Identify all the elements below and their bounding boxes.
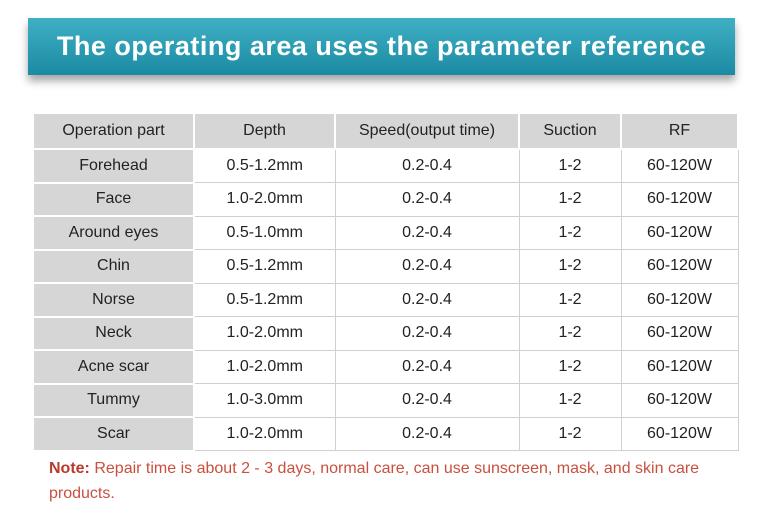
table-cell: 0.2-0.4	[334, 383, 520, 418]
table-row: Chin 0.5-1.2mm 0.2-0.4 1-2 60-120W	[32, 248, 739, 284]
table-row: Forehead 0.5-1.2mm 0.2-0.4 1-2 60-120W	[32, 148, 739, 184]
table-row: Neck 1.0-2.0mm 0.2-0.4 1-2 60-120W	[32, 315, 739, 351]
table-body: Forehead 0.5-1.2mm 0.2-0.4 1-2 60-120W Face 1.…	[32, 148, 739, 452]
header-row: Operation part Depth Speed(output time) Suc…	[32, 112, 739, 150]
table-cell: 1-2	[518, 215, 622, 250]
row-label: Around eyes	[32, 215, 195, 251]
table-row: Norse 0.5-1.2mm 0.2-0.4 1-2 60-120W	[32, 282, 739, 318]
table-cell: 60-120W	[620, 182, 739, 217]
table-cell: 1.0-2.0mm	[193, 316, 336, 351]
table-cell: 1.0-2.0mm	[193, 349, 336, 384]
row-label: Scar	[32, 416, 195, 452]
table-cell: 0.2-0.4	[334, 182, 520, 217]
table-cell: 0.2-0.4	[334, 215, 520, 250]
table-cell: 1-2	[518, 349, 622, 384]
table-cell: 0.5-1.2mm	[193, 249, 336, 284]
table-row: Acne scar 1.0-2.0mm 0.2-0.4 1-2 60-120W	[32, 349, 739, 385]
table-row: Scar 1.0-2.0mm 0.2-0.4 1-2 60-120W	[32, 416, 739, 452]
note-text: Repair time is about 2 - 3 days, normal …	[49, 460, 700, 502]
table-row: Face 1.0-2.0mm 0.2-0.4 1-2 60-120W	[32, 181, 739, 217]
table-cell: 0.2-0.4	[334, 349, 520, 384]
row-label: Chin	[32, 248, 195, 284]
table-cell: 0.2-0.4	[334, 249, 520, 284]
column-header: RF	[620, 112, 739, 150]
note-label: Note:	[49, 460, 90, 477]
table-cell: 60-120W	[620, 383, 739, 418]
column-header: Depth	[193, 112, 336, 150]
column-header: Suction	[518, 112, 622, 150]
row-label: Norse	[32, 282, 195, 318]
column-header: Operation part	[32, 112, 195, 150]
table-cell: 0.5-1.0mm	[193, 215, 336, 250]
table-cell: 60-120W	[620, 215, 739, 250]
table-cell: 1-2	[518, 282, 622, 317]
table-cell: 60-120W	[620, 316, 739, 351]
table-cell: 60-120W	[620, 148, 739, 183]
banner-title: The operating area uses the parameter re…	[28, 18, 735, 75]
row-label: Tummy	[32, 382, 195, 418]
table-cell: 1-2	[518, 148, 622, 183]
table-cell: 60-120W	[620, 416, 739, 451]
table-cell: 0.2-0.4	[334, 148, 520, 183]
parameter-table: Operation part Depth Speed(output time) Suc…	[32, 112, 739, 452]
table-cell: 0.5-1.2mm	[193, 148, 336, 183]
column-header: Speed(output time)	[334, 112, 520, 150]
table-cell: 1-2	[518, 249, 622, 284]
table-cell: 0.2-0.4	[334, 316, 520, 351]
row-label: Forehead	[32, 148, 195, 184]
table-cell: 60-120W	[620, 349, 739, 384]
table-cell: 60-120W	[620, 282, 739, 317]
table-cell: 0.5-1.2mm	[193, 282, 336, 317]
row-label: Acne scar	[32, 349, 195, 385]
table-cell: 1.0-2.0mm	[193, 182, 336, 217]
row-label: Neck	[32, 315, 195, 351]
row-label: Face	[32, 181, 195, 217]
table-row: Around eyes 0.5-1.0mm 0.2-0.4 1-2 60-120W	[32, 215, 739, 251]
table-cell: 1.0-2.0mm	[193, 416, 336, 451]
note: Note: Repair time is about 2 - 3 days, n…	[49, 456, 739, 506]
table-cell: 1-2	[518, 383, 622, 418]
table-cell: 0.2-0.4	[334, 282, 520, 317]
table-cell: 60-120W	[620, 249, 739, 284]
table-row: Tummy 1.0-3.0mm 0.2-0.4 1-2 60-120W	[32, 382, 739, 418]
table-cell: 1-2	[518, 416, 622, 451]
table-cell: 1-2	[518, 182, 622, 217]
table-cell: 0.2-0.4	[334, 416, 520, 451]
table-cell: 1.0-3.0mm	[193, 383, 336, 418]
table-cell: 1-2	[518, 316, 622, 351]
